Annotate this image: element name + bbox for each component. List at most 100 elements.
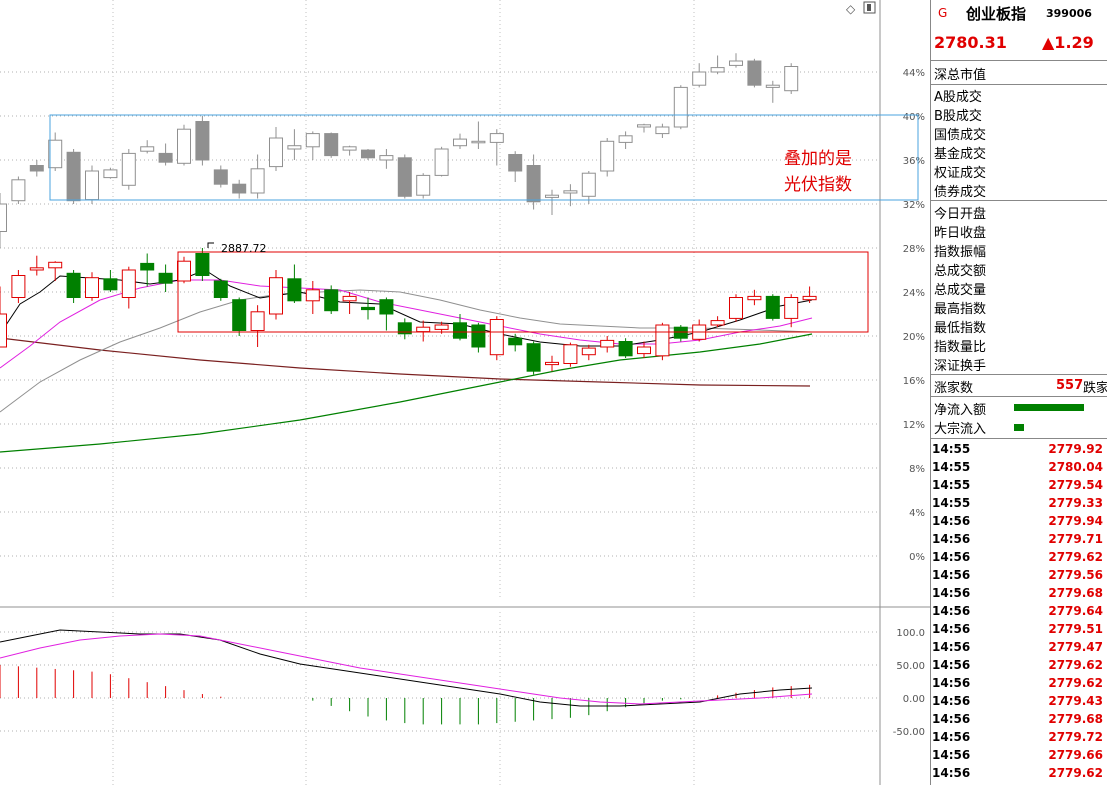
overlay-candle: [655, 126, 670, 135]
tick-row: 14:55 2779.92: [930, 441, 1107, 459]
overlay-candle: [379, 155, 394, 161]
main-candle: [453, 322, 467, 339]
label-debt-turnover: 债券成交: [934, 185, 987, 200]
overlay-note: 光伏指数: [784, 175, 852, 195]
label-rise-count: 涨家数: [934, 381, 974, 396]
tick-time: 14:55: [932, 478, 971, 492]
tick-row: 14:56 2779.62: [930, 765, 1107, 783]
y-axis-label: 20%: [903, 332, 925, 343]
high-annotation: 2887.72: [221, 242, 267, 255]
tick-row: 14:56 2779.72: [930, 729, 1107, 747]
tick-price: 2779.64: [1048, 604, 1103, 618]
tick-row: 14:56 2779.68: [930, 711, 1107, 729]
macd-axis-label: -50.00: [893, 727, 925, 738]
main-candle: [140, 262, 155, 271]
overlay-candle: [48, 139, 63, 169]
overlay-candle: [121, 152, 136, 186]
overlay-candle: [600, 140, 615, 172]
macd-dif-line: [0, 629, 813, 707]
label-low: 最低指数: [934, 321, 987, 336]
diamond-icon: ◇: [846, 2, 856, 16]
main-candle: [213, 280, 228, 298]
y-axis-label: 16%: [903, 376, 925, 387]
main-candle: [29, 267, 44, 271]
main-candle: [729, 297, 743, 319]
overlay-note: 叠加的是: [784, 149, 852, 169]
tick-time: 14:56: [932, 748, 971, 762]
tick-row: 14:56 2779.71: [930, 531, 1107, 549]
overlay-candle: [784, 66, 799, 92]
g-mark: G: [938, 6, 948, 20]
tick-row: 14:56 2779.51: [930, 621, 1107, 639]
overlay-candle: [213, 169, 228, 185]
main-candle: [287, 278, 302, 302]
main-candle: [710, 320, 725, 326]
overlay-candle: [103, 169, 118, 179]
overlay-candle: [416, 174, 431, 196]
overlay-candle: [747, 60, 762, 86]
main-candle: [66, 272, 81, 298]
tick-price: 2779.33: [1048, 496, 1103, 510]
tick-price: 2779.94: [1048, 514, 1103, 528]
y-axis-label: 44%: [903, 68, 925, 79]
macd-axis-label: 0.00: [903, 694, 925, 705]
main-candle: [618, 341, 633, 357]
index-price: 2780.31: [934, 33, 1007, 52]
main-candle: [11, 275, 26, 298]
main-candle: [195, 253, 210, 276]
tick-time: 14:56: [932, 604, 971, 618]
overlay-candle: [729, 60, 743, 66]
label-volume-ratio: 指数量比: [934, 340, 987, 355]
main-candle: [581, 347, 596, 356]
tick-row: 14:55 2779.54: [930, 477, 1107, 495]
main-candle: [269, 277, 283, 315]
main-highlight-box: [177, 251, 869, 333]
label-bond-turnover: 国债成交: [934, 128, 987, 143]
tick-price: 2779.54: [1048, 478, 1103, 492]
panel-divider: [930, 0, 931, 785]
tick-time: 14:56: [932, 658, 971, 672]
overlay-candle: [618, 135, 633, 143]
main-candle: [158, 272, 173, 284]
main-candle: [489, 319, 504, 356]
overlay-highlight-box: [49, 114, 919, 201]
tick-row: 14:56 2779.47: [930, 639, 1107, 657]
main-candle: [673, 326, 688, 339]
tick-row: 14:56 2779.64: [930, 603, 1107, 621]
index-code: 399006: [1046, 7, 1092, 20]
overlay-candle: [85, 170, 99, 201]
tick-price: 2779.71: [1048, 532, 1103, 546]
tick-row: 14:56 2779.43: [930, 693, 1107, 711]
tick-time: 14:56: [932, 640, 971, 654]
main-candle: [637, 346, 651, 355]
tick-price: 2779.66: [1048, 748, 1103, 762]
overlay-candle: [637, 124, 651, 128]
kline-chart[interactable]: 44% 40% 36% 32% 28% 24% 20% 16% 12% 8% 4% 0% ◇ 叠加的是光伏…: [0, 0, 930, 785]
ma-magenta-line: [0, 279, 813, 369]
y-axis-label: 0%: [909, 552, 925, 563]
tick-time: 14:55: [932, 442, 971, 456]
label-block-inflow: 大宗流入: [934, 422, 987, 437]
overlay-candle: [305, 133, 320, 148]
y-axis-label: 36%: [903, 156, 925, 167]
tick-price: 2779.68: [1048, 712, 1103, 726]
overlay-candle: [287, 145, 302, 150]
tick-price: 2779.56: [1048, 568, 1103, 582]
overlay-candle: [29, 165, 44, 172]
tick-row: 14:56 2779.62: [930, 675, 1107, 693]
overlay-candle: [489, 133, 504, 143]
main-candle: [85, 277, 99, 299]
main-candle: [600, 339, 615, 348]
high-marker: [207, 242, 214, 248]
main-candle: [747, 295, 762, 301]
tick-time: 14:56: [932, 676, 971, 690]
tick-time: 14:55: [932, 460, 971, 474]
y-axis-label: 40%: [903, 112, 925, 123]
tick-price: 2779.62: [1048, 550, 1103, 564]
tick-price: 2779.92: [1048, 442, 1103, 456]
y-axis-label: 24%: [903, 288, 925, 299]
overlay-candle: [581, 172, 596, 197]
overlay-candle: [471, 140, 486, 144]
label-prev-close: 昨日收盘: [934, 226, 987, 241]
main-candle: [232, 299, 247, 332]
